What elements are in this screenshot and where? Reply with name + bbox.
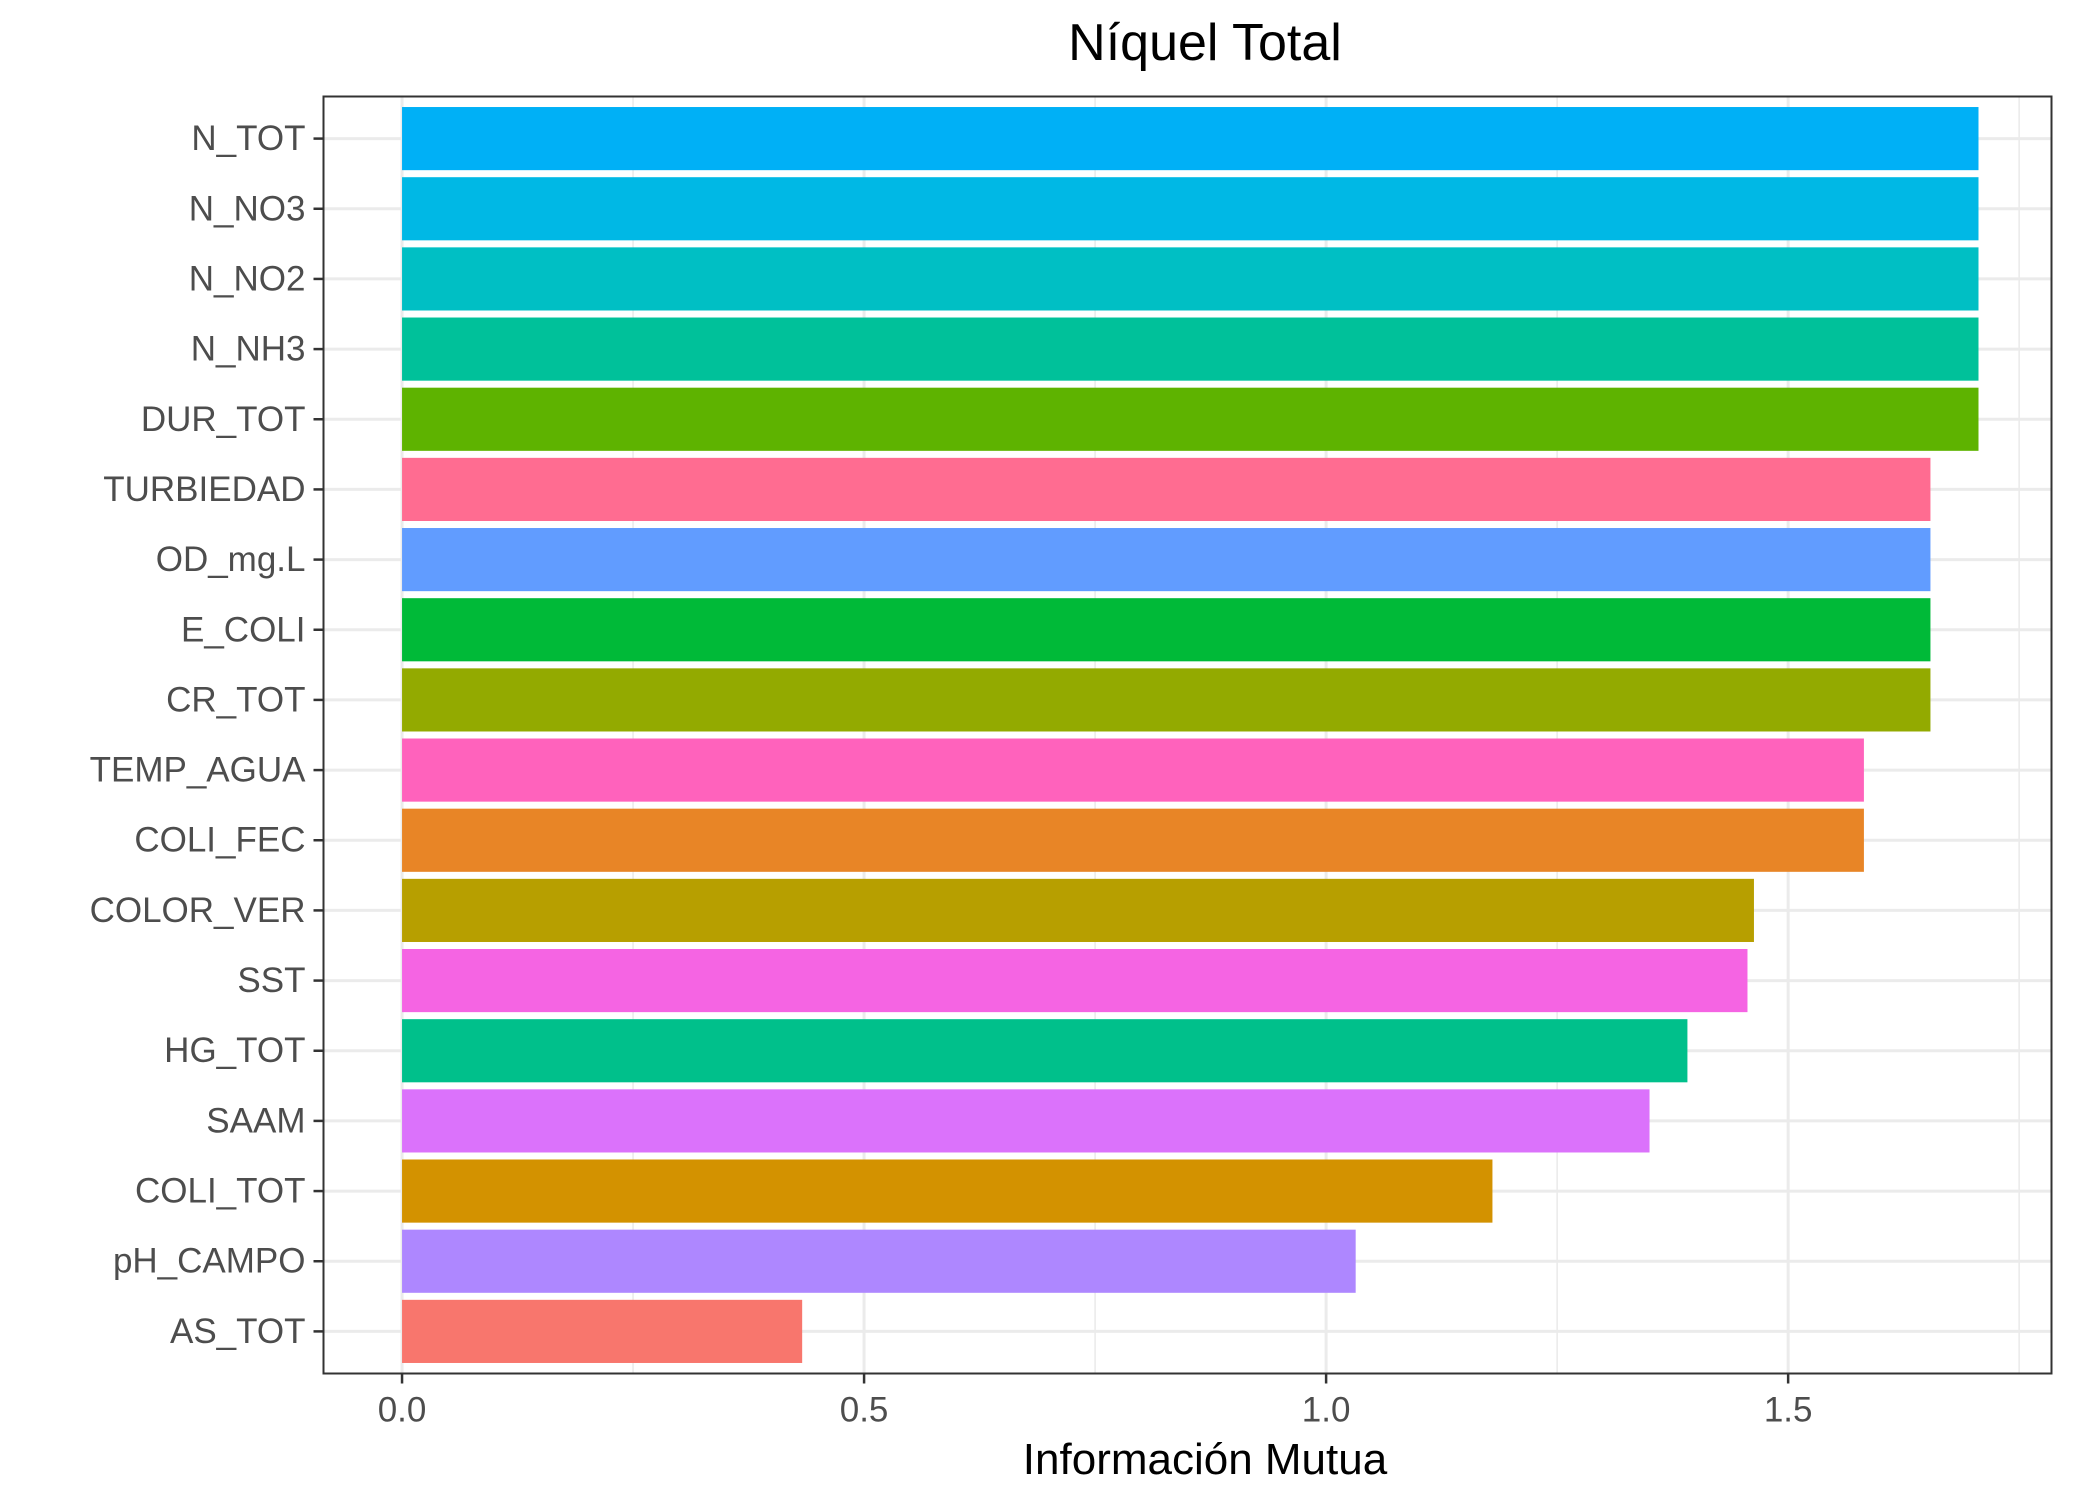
bar-dur-tot [402,387,1979,451]
y-axis: N_TOT N_NO3 N_NO2 N_NH3 DUR_TOT TURBIEDAD OD_m… [90,119,324,1351]
y-tick-label: COLI_TOT [135,1172,306,1211]
bar-turbiedad [402,457,1931,521]
y-tick-label: N_NH3 [191,330,306,369]
y-tick-label: AS_TOT [170,1312,306,1351]
bar-temp-agua [402,738,1864,802]
y-tick-label: SAAM [206,1101,305,1140]
y-tick-label: DUR_TOT [141,400,306,439]
bar-sst [402,949,1748,1013]
y-tick-label: TURBIEDAD [103,470,305,509]
y-tick-label: N_NO3 [189,189,306,228]
chart-title: Níquel Total [1068,14,1342,72]
bar-saam [402,1089,1650,1153]
bar-ph-campo [402,1229,1356,1293]
bar-n-nh3 [402,317,1979,381]
bar-color-ver [402,878,1754,942]
bar-n-no2 [402,247,1979,311]
y-tick-label: E_COLI [181,610,306,649]
y-tick-label: pH_CAMPO [113,1242,306,1281]
x-axis-title: Información Mutua [1023,1435,1388,1484]
bar-n-no3 [402,177,1979,241]
y-tick-label: CR_TOT [166,680,305,719]
bar-hg-tot [402,1019,1688,1083]
x-axis: 0.0 0.5 1.0 1.5 [378,1373,1813,1430]
bar-e-coli [402,598,1931,662]
x-tick-label: 1.5 [1764,1391,1813,1430]
bar-coli-tot [402,1159,1493,1223]
y-tick-label: N_TOT [191,119,305,158]
y-tick-label: N_NO2 [189,259,306,298]
y-tick-label: COLOR_VER [90,891,306,930]
bar-od-mg-l [402,528,1931,592]
y-tick-label: COLI_FEC [134,821,305,860]
x-tick-label: 1.0 [1302,1391,1351,1430]
bar-coli-fec [402,808,1864,872]
y-tick-label: OD_mg.L [156,540,306,579]
x-tick-label: 0.5 [840,1391,889,1430]
y-tick-label: HG_TOT [164,1031,305,1070]
plot-panel-border [322,95,2053,1375]
bar-cr-tot [402,668,1931,732]
x-tick-label: 0.0 [378,1391,427,1430]
y-tick-label: TEMP_AGUA [90,751,307,790]
bar-n-tot [402,107,1979,171]
bars [402,107,1979,1363]
y-tick-label: SST [237,961,305,1000]
bar-as-tot [402,1299,803,1363]
